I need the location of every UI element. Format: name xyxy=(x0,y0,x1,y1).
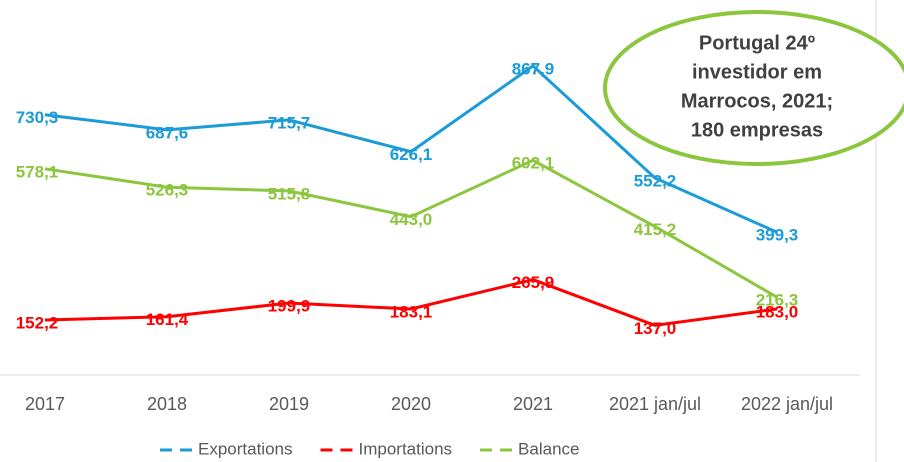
data-label: 183,0 xyxy=(756,303,799,322)
data-label: 602,1 xyxy=(512,154,555,173)
data-label: 216,3 xyxy=(756,291,799,310)
annotation: 180 empresas xyxy=(691,119,823,141)
data-label: 137,0 xyxy=(634,319,677,338)
data-label: 199,9 xyxy=(268,297,311,316)
annotation: investidor em xyxy=(692,61,822,83)
data-label: 687,6 xyxy=(146,123,189,142)
data-label: 526,3 xyxy=(146,181,189,200)
data-label: 626,1 xyxy=(390,145,433,164)
x-tick-label: 2022 jan/jul xyxy=(741,394,833,414)
data-label: 415,2 xyxy=(634,220,677,239)
data-label: 715,7 xyxy=(268,113,311,132)
annotation: Portugal 24º xyxy=(699,32,815,54)
data-label: 730,3 xyxy=(16,108,59,127)
series-line xyxy=(44,278,778,327)
series-line xyxy=(44,63,778,234)
x-tick-label: 2021 xyxy=(513,394,553,414)
series-line xyxy=(44,158,778,299)
data-label: 161,4 xyxy=(146,310,189,329)
data-label: 399,3 xyxy=(756,226,799,245)
data-label: 515,8 xyxy=(268,184,311,203)
callout xyxy=(603,10,904,166)
data-label: 152,2 xyxy=(16,313,59,332)
data-label: 867,9 xyxy=(512,59,555,78)
x-tick-label: 2017 xyxy=(25,394,65,414)
data-label: 578,1 xyxy=(16,162,59,181)
legend-label: Importations xyxy=(359,439,453,458)
x-tick-label: 2020 xyxy=(391,394,431,414)
legend-label: Balance xyxy=(518,439,579,458)
x-tick-label: 2019 xyxy=(269,394,309,414)
data-label: 443,0 xyxy=(390,210,433,229)
data-label: 552,2 xyxy=(634,171,677,190)
legend-label: Exportations xyxy=(198,439,293,458)
data-label: 183,1 xyxy=(390,302,433,321)
data-label: 265,9 xyxy=(512,273,555,292)
x-tick-label: 2021 jan/jul xyxy=(609,394,701,414)
x-tick-label: 2018 xyxy=(147,394,187,414)
annotation: Marrocos, 2021; xyxy=(681,90,833,112)
